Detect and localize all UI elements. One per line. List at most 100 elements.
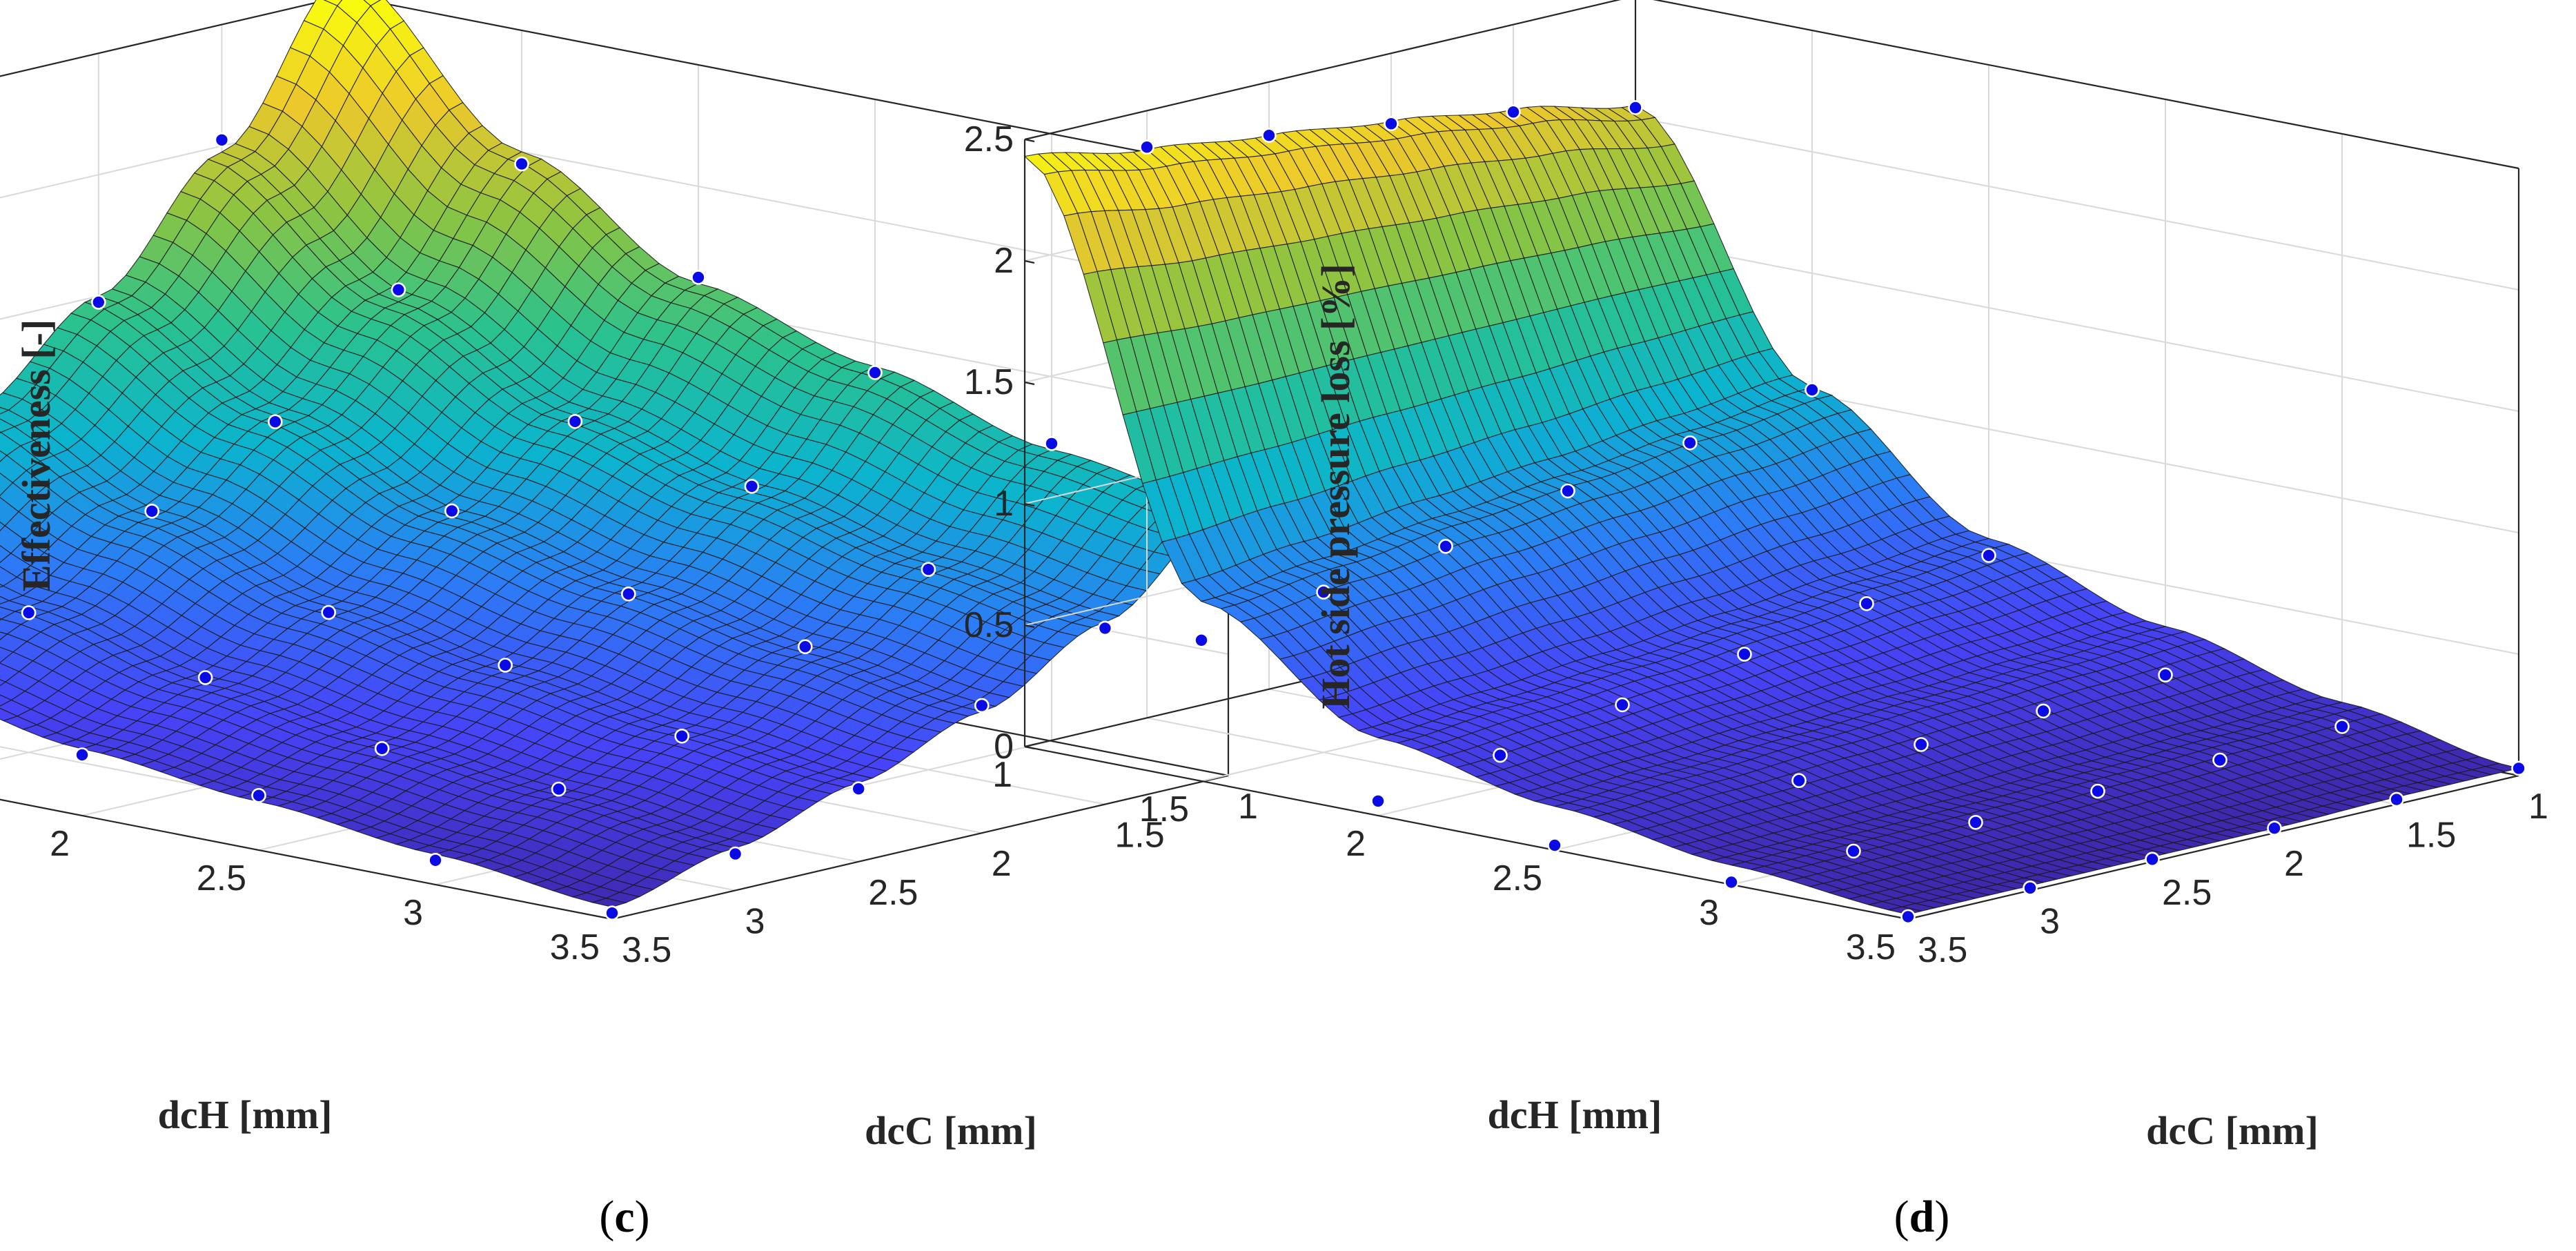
- data-point: [2158, 667, 2173, 683]
- data-point: [1724, 874, 1739, 890]
- data-point: [691, 270, 706, 285]
- axes-box-edge: [1907, 774, 2519, 920]
- data-point: [1846, 843, 1861, 859]
- tick-labels: 0.10.20.30.40.50.611.522.533.511.522.533…: [50, 787, 1258, 970]
- y-tick-label: 2.5: [1493, 858, 1542, 898]
- data-point: [2090, 783, 2105, 799]
- x-tick-label: 2.5: [868, 873, 918, 913]
- data-point: [428, 853, 443, 868]
- surface-facet: [0, 679, 7, 687]
- axes-box-edge: [0, 0, 331, 77]
- x-tick-label: 3.5: [1918, 930, 1967, 970]
- data-points: [1139, 100, 2526, 925]
- data-point: [2023, 880, 2038, 896]
- x-tick-label: 1: [1238, 787, 1258, 827]
- z-tick-label: 0: [994, 727, 1014, 767]
- data-point: [197, 670, 213, 685]
- data-point: [374, 741, 390, 756]
- x-tick-label: 1: [2528, 787, 2548, 827]
- axes-box-edge: [611, 774, 1229, 920]
- x-axis-label: dcC [mm]: [2146, 1108, 2319, 1153]
- z-tick-label: 2.5: [964, 119, 1014, 159]
- data-point: [1261, 128, 1277, 143]
- y-tick-label: 3.5: [1846, 927, 1896, 967]
- z-tick-mark: [1024, 381, 1035, 386]
- tick-labels: 0 0.5 1 1.5 2 2.5 1 1.5 2 2.5 3 3.5 1 1.5 2 2.5 3 3.5: [964, 119, 2548, 970]
- z-axis-label: Effectiveness [-]: [14, 319, 59, 592]
- axes-box-edge: [1652, 0, 2519, 170]
- surface-facet: [0, 472, 14, 497]
- x-tick-label: 2: [992, 844, 1012, 884]
- data-point: [1044, 435, 1059, 451]
- data-point: [567, 413, 583, 429]
- data-point: [798, 639, 813, 655]
- data-point: [1615, 697, 1630, 713]
- z-tick-mark: [1024, 502, 1035, 507]
- z-tick-mark: [1024, 745, 1035, 750]
- data-point: [727, 846, 743, 862]
- data-point: [1968, 815, 1983, 830]
- x-tick-label: 1.5: [2406, 816, 2456, 856]
- z-tick-mark: [1024, 259, 1035, 264]
- y-tick-label: 1.5: [1139, 789, 1189, 829]
- surface-facet: [0, 450, 8, 462]
- x-tick-label: 2: [2284, 844, 2304, 884]
- surface-facet: [0, 544, 12, 564]
- data-point: [1981, 548, 1996, 563]
- data-point: [1900, 909, 1916, 925]
- y-tick-label: 3: [1699, 893, 1719, 933]
- data-point: [2212, 752, 2228, 768]
- axes-box-edge: [362, 0, 1229, 170]
- data-point: [851, 781, 866, 796]
- panel-letter: c: [614, 1192, 634, 1242]
- z-tick-mark: [1024, 624, 1035, 629]
- y-tick-label: 3: [403, 893, 423, 933]
- x-tick-label: 3: [2040, 901, 2060, 941]
- z-tick-label: 0.5: [964, 605, 1014, 645]
- data-point: [1859, 595, 1874, 611]
- data-point: [1139, 139, 1154, 155]
- data-point: [21, 605, 37, 620]
- data-point: [1737, 647, 1752, 662]
- x-tick-label: 1.5: [1114, 816, 1164, 856]
- chart-panel-d: 0 0.5 1 1.5 2 2.5 1 1.5 2 2.5 3 3.5 1 1.5 2 2.5 3 3.5 Hot…: [964, 0, 2548, 1242]
- data-point: [921, 562, 936, 578]
- z-tick-label: 1: [994, 484, 1014, 524]
- z-tick-mark: [1024, 138, 1035, 143]
- data-point: [75, 747, 90, 762]
- data-point: [744, 478, 760, 494]
- data-point: [620, 586, 636, 602]
- data-point: [1097, 620, 1113, 636]
- data-point: [91, 295, 106, 310]
- data-point: [674, 729, 690, 744]
- surface-mesh: [1023, 104, 2519, 915]
- data-point: [514, 156, 529, 172]
- y-tick-label: 2: [50, 824, 70, 864]
- surface-facet: [0, 694, 12, 707]
- y-axis-label: dcH [mm]: [1488, 1092, 1662, 1137]
- surface-facet: [0, 521, 6, 531]
- y-tick-label: 1: [992, 755, 1012, 795]
- surface-facet: [0, 583, 4, 588]
- x-tick-label: 3: [745, 901, 765, 941]
- axes-box-edge: [1024, 745, 1909, 920]
- data-point: [2334, 719, 2350, 734]
- x-axis-label: dcC [mm]: [865, 1108, 1037, 1153]
- grid-line-z: [0, 0, 1229, 169]
- x-tick-label: 2.5: [2162, 873, 2212, 913]
- data-point: [444, 503, 460, 519]
- data-point: [1560, 483, 1575, 499]
- data-point: [604, 905, 620, 920]
- data-point: [1914, 737, 1929, 752]
- data-point: [1493, 747, 1508, 763]
- y-tick-label: 2.5: [197, 858, 246, 898]
- data-point: [2511, 760, 2526, 776]
- surface-mesh: [0, 0, 1230, 907]
- data-point: [1547, 838, 1562, 853]
- surface-facet: [0, 595, 10, 604]
- y-tick-label: 2: [1346, 824, 1366, 864]
- data-point: [1384, 116, 1399, 132]
- x-tick-label: 3.5: [622, 930, 671, 970]
- surface-facet: [0, 647, 14, 664]
